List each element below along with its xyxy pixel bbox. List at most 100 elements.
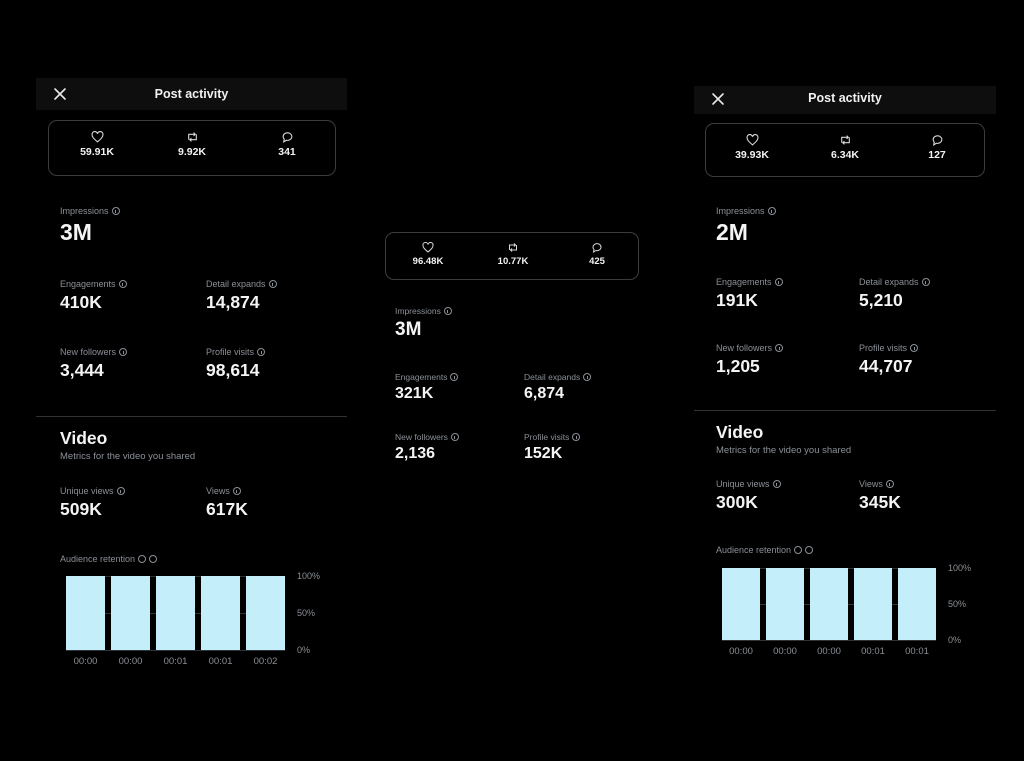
video-section-title: Video <box>716 422 764 442</box>
info-icon[interactable] <box>774 278 783 286</box>
unique-views-label: Unique views <box>716 479 770 489</box>
impressions-value: 3M <box>60 219 92 245</box>
unique-views-value: 509K <box>60 499 102 519</box>
info-icon[interactable] <box>450 373 459 381</box>
new-followers-value: 1,205 <box>716 356 760 376</box>
y-tick-label: 0% <box>948 635 962 645</box>
engagements-value: 191K <box>716 290 758 310</box>
post-activity-panel-left: Post activity 59.91K 9.92K 341 Impressio… <box>36 78 347 678</box>
retention-bar[interactable] <box>722 568 760 640</box>
profile-visits-metric: Profile visits 98,614 <box>206 347 266 381</box>
engagement-summary: 59.91K 9.92K 341 <box>48 120 336 176</box>
retention-bar[interactable] <box>156 576 195 650</box>
profile-visits-label: Profile visits <box>206 347 255 357</box>
info-icon[interactable] <box>116 487 125 495</box>
audience-retention-chart: 100% 50% 0% 00:00 00:00 00:01 00:01 00:02 <box>60 568 330 674</box>
info-icon[interactable] <box>257 348 266 356</box>
retention-bar[interactable] <box>810 568 848 640</box>
impressions-metric: Impressions 3M <box>60 206 120 246</box>
info-icon[interactable] <box>232 487 241 495</box>
info-icon[interactable] <box>767 207 776 215</box>
unique-views-label: Unique views <box>60 486 114 496</box>
info-icon[interactable] <box>443 307 452 315</box>
close-icon[interactable] <box>52 86 68 102</box>
likes-stat[interactable]: 59.91K <box>67 131 127 158</box>
info-icon[interactable] <box>119 348 128 356</box>
info-icon[interactable] <box>138 555 147 563</box>
impressions-metric: Impressions 2M <box>716 206 776 246</box>
unique-views-value: 300K <box>716 492 758 512</box>
likes-count: 59.91K <box>80 146 114 158</box>
heart-icon <box>91 131 103 143</box>
x-tick-label: 00:00 <box>729 646 753 657</box>
info-icon[interactable] <box>111 207 120 215</box>
info-icon[interactable] <box>268 280 277 288</box>
reposts-count: 10.77K <box>497 256 529 267</box>
chart-gridline <box>722 640 936 641</box>
views-label: Views <box>859 479 883 489</box>
y-tick-label: 50% <box>948 599 967 609</box>
x-tick-label: 00:01 <box>861 646 885 657</box>
page-title: Post activity <box>154 87 229 101</box>
video-section-title: Video <box>60 428 108 448</box>
heart-icon <box>746 134 758 146</box>
info-icon[interactable] <box>772 480 781 488</box>
info-icon[interactable] <box>910 344 919 352</box>
video-section-subtitle: Metrics for the video you shared <box>716 445 852 456</box>
reposts-stat[interactable]: 6.34K <box>815 134 875 161</box>
audience-retention-chart: 100% 50% 0% 00:00 00:00 00:00 00:01 00:01 <box>716 560 986 660</box>
reposts-count: 9.92K <box>177 146 207 158</box>
retention-bar[interactable] <box>854 568 892 640</box>
info-icon[interactable] <box>794 546 803 554</box>
replies-stat[interactable]: 341 <box>257 131 317 158</box>
profile-visits-value: 44,707 <box>859 356 913 376</box>
likes-stat[interactable]: 39.93K <box>722 134 782 161</box>
detail-expands-label: Detail expands <box>859 277 919 287</box>
page-title: Post activity <box>808 91 882 105</box>
engagements-metric: Engagements 321K <box>395 372 459 403</box>
reply-icon <box>592 243 602 253</box>
retention-bar[interactable] <box>898 568 936 640</box>
replies-count: 425 <box>589 256 605 267</box>
reply-icon <box>282 132 292 143</box>
info-icon[interactable] <box>775 344 784 352</box>
reposts-stat[interactable]: 9.92K <box>162 131 222 158</box>
impressions-label: Impressions <box>395 306 441 316</box>
replies-stat[interactable]: 425 <box>567 242 627 267</box>
x-tick-label: 00:00 <box>118 656 143 667</box>
views-metric: Views 617K <box>206 486 248 520</box>
info-icon[interactable] <box>885 480 894 488</box>
help-icon[interactable] <box>805 546 814 554</box>
impressions-metric: Impressions 3M <box>395 306 452 341</box>
x-tick-label: 00:01 <box>208 656 233 667</box>
info-icon[interactable] <box>583 373 592 381</box>
audience-retention-text: Audience retention <box>716 545 792 555</box>
likes-stat[interactable]: 96.48K <box>398 242 458 267</box>
replies-count: 127 <box>928 149 946 161</box>
info-icon[interactable] <box>118 280 127 288</box>
retention-bar[interactable] <box>111 576 150 650</box>
retention-bar[interactable] <box>201 576 240 650</box>
engagements-label: Engagements <box>395 372 448 382</box>
x-tick-label: 00:00 <box>773 646 797 657</box>
info-icon[interactable] <box>921 278 930 286</box>
retention-bar[interactable] <box>246 576 285 650</box>
close-icon[interactable] <box>710 91 726 107</box>
y-tick-label: 100% <box>948 563 972 573</box>
detail-expands-label: Detail expands <box>206 279 266 289</box>
help-icon[interactable] <box>149 555 158 563</box>
x-tick-label: 00:01 <box>163 656 188 667</box>
likes-count: 96.48K <box>412 256 444 267</box>
profile-visits-label: Profile visits <box>859 343 908 353</box>
retention-bar[interactable] <box>66 576 105 650</box>
retention-bar[interactable] <box>766 568 804 640</box>
reposts-stat[interactable]: 10.77K <box>483 242 543 267</box>
engagements-label: Engagements <box>716 277 772 287</box>
engagement-summary: 39.93K 6.34K 127 <box>705 123 985 177</box>
new-followers-metric: New followers 3,444 <box>60 347 128 381</box>
replies-stat[interactable]: 127 <box>907 134 967 161</box>
engagements-label: Engagements <box>60 279 116 289</box>
profile-visits-value: 152K <box>524 445 563 462</box>
info-icon[interactable] <box>572 433 581 441</box>
info-icon[interactable] <box>450 433 459 441</box>
